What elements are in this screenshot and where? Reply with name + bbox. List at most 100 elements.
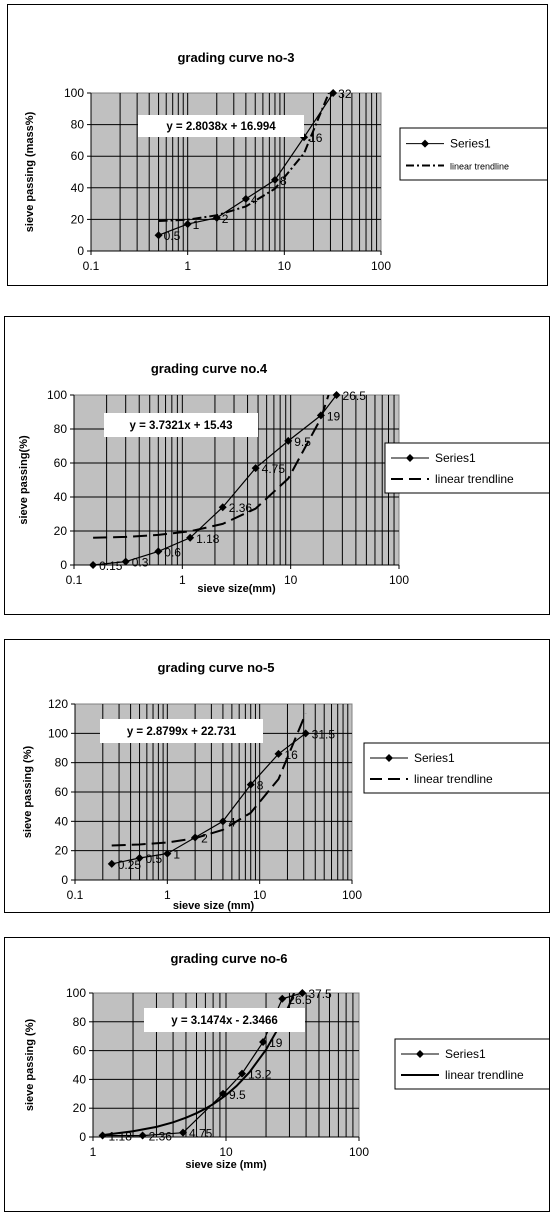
data-point [163, 849, 172, 858]
chart-svg-1: grading curve no-3 0 20 40 60 80 100 0.1 1 10 100 s… [24, 50, 547, 273]
chart-svg-4: grading curve no-6 0 20 40 60 80 100 1 10 100 siev… [24, 951, 549, 1171]
y-tick-label: 40 [73, 1072, 87, 1086]
data-point [212, 213, 221, 222]
data-point [316, 411, 325, 420]
data-point [98, 1131, 107, 1140]
data-point [218, 817, 227, 826]
data-label: 4 [251, 193, 258, 207]
x-axis-label: sieve size (mm) [173, 900, 255, 912]
chart-panel-3: grading curve no-5 0 20 40 60 80 100 120 0.1 1 10 1… [4, 639, 550, 913]
data-point [218, 503, 227, 512]
data-label: 13.2 [248, 1068, 272, 1082]
data-point [284, 436, 293, 445]
data-point [259, 1037, 268, 1046]
data-label: 8 [280, 174, 287, 188]
legend-trendline-label: linear trendline [414, 772, 493, 786]
data-label: 0.5 [164, 229, 181, 243]
y-axis-label: sieve passing(%) [18, 435, 30, 525]
x-tick-label: 1 [184, 259, 191, 273]
legend-series-marker [421, 139, 429, 148]
x-tick-label: 1 [90, 1145, 97, 1159]
data-label: 16 [285, 748, 299, 762]
x-axis-label: sieve size (mm) [185, 1159, 267, 1171]
y-tick-label: 60 [54, 456, 68, 470]
x-tick-label: 10 [253, 888, 267, 902]
chart-title: grading curve no-3 [177, 50, 294, 65]
y-tick-label: 60 [71, 149, 85, 163]
equation-box [104, 413, 258, 437]
y-tick-label: 0 [60, 558, 67, 572]
data-label: 0.15 [99, 559, 123, 573]
data-label: 8 [257, 779, 264, 793]
legend-series-marker [416, 1050, 424, 1058]
data-point [121, 557, 130, 566]
y-tick-label: 120 [48, 697, 68, 711]
legend-series-marker [385, 754, 393, 762]
legend-box [384, 442, 549, 494]
y-tick-label: 20 [54, 524, 68, 538]
y-tick-label: 40 [54, 490, 68, 504]
data-label: 32 [338, 87, 352, 101]
data-point [219, 1089, 228, 1098]
y-tick-label: 20 [73, 1101, 87, 1115]
data-label: 2 [201, 831, 208, 845]
data-point [251, 464, 260, 473]
x-tick-label: 100 [389, 573, 409, 587]
data-point [107, 859, 116, 868]
data-label: 19 [269, 1036, 283, 1050]
data-label: 1 [173, 848, 180, 862]
y-tick-label: 80 [54, 422, 68, 436]
legend-box [399, 127, 547, 181]
chart-panel-4: grading curve no-6 0 20 40 60 80 100 1 10 100 siev… [4, 937, 550, 1212]
data-point [186, 533, 195, 542]
chart-title: grading curve no-5 [157, 660, 274, 675]
trendline-equation: y = 2.8799x + 22.731 [127, 726, 237, 738]
data-point [298, 989, 307, 997]
data-point [274, 749, 283, 758]
legend-series-label: Series1 [445, 1047, 486, 1061]
data-label: 4.75 [189, 1127, 213, 1141]
chart-title: grading curve no.4 [151, 361, 268, 376]
x-tick-label: 10 [278, 259, 292, 273]
data-label: 0.25 [118, 858, 142, 872]
legend-series-label: Series1 [450, 137, 491, 151]
y-axis-label: sieve passing (mass%) [24, 111, 36, 232]
y-tick-label: 0 [77, 244, 84, 258]
data-label: 1.18 [196, 532, 220, 546]
x-tick-label: 0.1 [83, 259, 100, 273]
y-tick-label: 80 [71, 118, 85, 132]
chart-title: grading curve no-6 [170, 951, 287, 966]
y-tick-label: 100 [64, 86, 84, 100]
x-tick-label: 1 [164, 888, 171, 902]
legend-box [363, 742, 549, 794]
legend-trendline-label: linear trendline [435, 472, 514, 486]
data-point [238, 1069, 247, 1078]
data-point [154, 231, 163, 240]
x-tick-label: 10 [284, 573, 298, 587]
chart-svg-3: grading curve no-5 0 20 40 60 80 100 120 0.1 1 10 1… [22, 660, 549, 912]
data-point [270, 175, 279, 184]
data-point [135, 854, 144, 862]
series-line [102, 993, 303, 1137]
data-point [183, 220, 192, 229]
trendline [93, 395, 330, 539]
equation-box [100, 719, 263, 743]
y-axis-label: sieve passing (%) [24, 1019, 36, 1112]
y-tick-label: 20 [55, 844, 69, 858]
data-label: 16 [309, 131, 323, 145]
data-label: 0.3 [132, 556, 149, 570]
data-point [191, 833, 200, 842]
x-tick-label: 100 [371, 259, 391, 273]
y-tick-label: 40 [71, 181, 85, 195]
data-label: 0.6 [164, 545, 181, 559]
data-label: 4 [229, 815, 236, 829]
data-point [89, 561, 98, 569]
x-tick-label: 0.1 [66, 573, 83, 587]
plot-marks [102, 993, 303, 1137]
legend-box [394, 1038, 549, 1090]
data-point [179, 1128, 188, 1137]
trendline [103, 993, 296, 1136]
data-label: 2.36 [229, 501, 253, 515]
data-point [332, 391, 341, 399]
y-tick-label: 100 [48, 726, 68, 740]
